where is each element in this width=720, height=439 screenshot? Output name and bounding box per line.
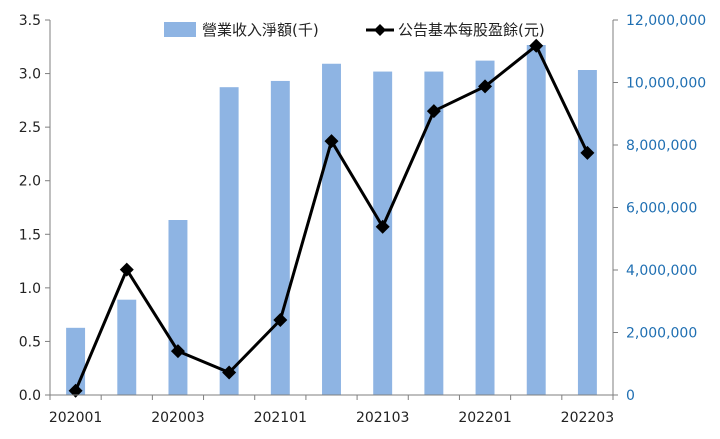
legend: 營業收入淨額(千) 公告基本每股盈餘(元) [164,21,545,39]
right-tick-label: 4,000,000 [626,263,697,279]
eps-point [222,365,237,380]
revenue-bar [475,60,495,395]
revenue-bar [219,87,239,395]
left-tick-label: 0.0 [19,388,41,404]
right-tick-label: 12,000,000 [626,13,706,29]
right-tick-label: 8,000,000 [626,138,697,154]
left-tick-label: 3.0 [19,67,41,83]
eps-point [375,219,390,234]
revenue-bar [117,299,137,395]
revenue-bar [168,220,188,395]
revenue-bars [66,45,597,395]
left-tick-label: 2.5 [19,120,41,136]
left-tick-label: 1.5 [19,227,41,243]
left-tick-label: 3.5 [19,13,41,29]
right-y-axis: 0 2,000,000 4,000,000 6,000,000 8,000,000 10,… [612,13,706,404]
x-tick-label: 202201 [458,410,511,426]
eps-point [273,313,288,327]
eps-point [170,344,185,359]
left-tick-label: 0.5 [19,334,41,350]
legend-label-revenue: 營業收入淨額(千) [202,21,319,39]
left-tick-label: 1.0 [19,281,41,297]
right-tick-label: 6,000,000 [626,201,697,217]
x-tick-label: 202103 [356,410,409,426]
eps-point [324,134,339,149]
revenue-bar [526,45,546,395]
x-tick-label: 202203 [561,410,614,426]
revenue-bar [424,71,444,395]
revenue-bar [322,63,341,395]
eps-point [478,79,493,94]
eps-point [426,104,441,119]
revenue-bar [577,70,597,395]
legend-swatch-revenue [164,22,196,37]
x-tick-label: 202101 [254,410,307,426]
left-y-axis: 0.0 0.5 1.0 1.5 2.0 2.5 3.0 3.5 [19,13,51,404]
revenue-bar [270,80,290,395]
x-tick-label: 202003 [151,410,204,426]
x-axis: 202001 202003 202101 202103 202201 202203 [49,394,614,426]
eps-point [529,38,544,53]
eps-point [68,383,83,398]
right-tick-label: 2,000,000 [626,326,697,342]
eps-line [68,38,595,398]
x-tick-label: 202001 [49,410,102,426]
right-tick-label: 10,000,000 [626,76,706,92]
eps-point [119,262,134,277]
legend-label-eps: 公告基本每股盈餘(元) [398,21,545,39]
legend-swatch-eps-marker [374,24,386,36]
eps-point [580,145,595,160]
left-tick-label: 2.0 [19,174,41,190]
right-tick-label: 0 [626,388,635,404]
